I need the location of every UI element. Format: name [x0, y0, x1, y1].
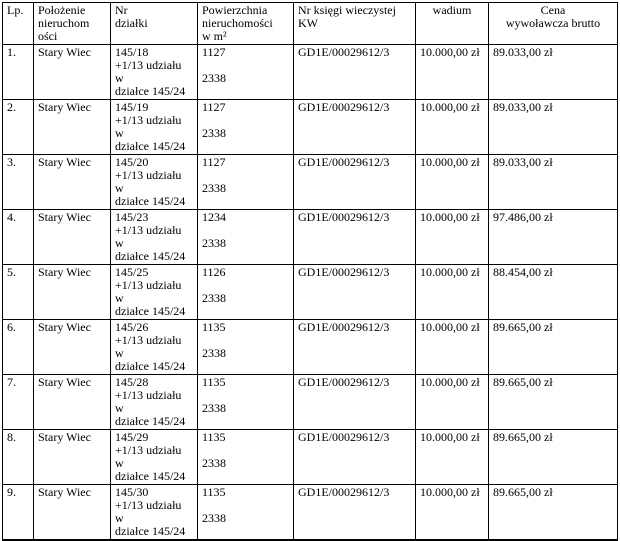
table-row: 9. Stary Wiec 145/30 +1/13 udziału w dzi…	[2, 484, 618, 541]
cell-location: Stary Wiec	[33, 99, 111, 155]
cell-price: 89.033,00 zł	[488, 154, 618, 210]
cell-price: 89.665,00 zł	[488, 484, 618, 541]
cell-lp: 9.	[2, 484, 34, 541]
cell-plot: 145/20 +1/13 udziału w działce 145/24	[110, 154, 198, 210]
cell-price: 89.665,00 zł	[488, 319, 618, 375]
table-row: 1. Stary Wiec 145/18 +1/13 udziału w dzi…	[2, 44, 618, 100]
header-kw: Nr księgi wieczystej KW	[293, 2, 416, 45]
cell-plot: 145/30 +1/13 udziału w działce 145/24	[110, 484, 198, 541]
header-plot: Nr działki	[110, 2, 198, 45]
cell-area: 1135 2338	[197, 429, 294, 485]
cell-kw: GD1E/00029612/3	[293, 99, 416, 155]
cell-price: 89.033,00 zł	[488, 99, 618, 155]
header-area: Powierzchnia nieruchomości w m²	[197, 2, 294, 45]
table-header-row: Lp. Położenie nieruchom ości Nr działki …	[2, 2, 618, 45]
cell-lp: 1.	[2, 44, 34, 100]
cell-wadium: 10.000,00 zł	[415, 319, 489, 375]
cell-kw: GD1E/00029612/3	[293, 44, 416, 100]
cell-price: 89.665,00 zł	[488, 374, 618, 430]
cell-area: 1127 2338	[197, 154, 294, 210]
cell-price: 97.486,00 zł	[488, 209, 618, 265]
cell-price: 88.454,00 zł	[488, 264, 618, 320]
cell-location: Stary Wiec	[33, 44, 111, 100]
cell-kw: GD1E/00029612/3	[293, 264, 416, 320]
cell-lp: 7.	[2, 374, 34, 430]
table-row: 8. Stary Wiec 145/29 +1/13 udziału w dzi…	[2, 429, 618, 485]
cell-area: 1127 2338	[197, 99, 294, 155]
cell-area: 1135 2338	[197, 319, 294, 375]
cell-area: 1135 2338	[197, 484, 294, 541]
table-body: 1. Stary Wiec 145/18 +1/13 udziału w dzi…	[2, 44, 618, 541]
cell-location: Stary Wiec	[33, 484, 111, 541]
cell-plot: 145/25 +1/13 udziału w działce 145/24	[110, 264, 198, 320]
cell-plot: 145/26 +1/13 udziału w działce 145/24	[110, 319, 198, 375]
header-price: Cena wywoławcza brutto	[488, 2, 618, 45]
cell-location: Stary Wiec	[33, 374, 111, 430]
cell-plot: 145/18 +1/13 udziału w działce 145/24	[110, 44, 198, 100]
cell-lp: 5.	[2, 264, 34, 320]
cell-lp: 4.	[2, 209, 34, 265]
cell-location: Stary Wiec	[33, 319, 111, 375]
cell-lp: 6.	[2, 319, 34, 375]
header-lp: Lp.	[2, 2, 34, 45]
cell-plot: 145/28 +1/13 udziału w działce 145/24	[110, 374, 198, 430]
cell-area: 1135 2338	[197, 374, 294, 430]
cell-wadium: 10.000,00 zł	[415, 484, 489, 541]
table-row: 6. Stary Wiec 145/26 +1/13 udziału w dzi…	[2, 319, 618, 375]
header-wadium: wadium	[415, 2, 489, 45]
cell-lp: 2.	[2, 99, 34, 155]
cell-area: 1126 2338	[197, 264, 294, 320]
cell-kw: GD1E/00029612/3	[293, 209, 416, 265]
cell-location: Stary Wiec	[33, 264, 111, 320]
cell-area: 1234 2338	[197, 209, 294, 265]
cell-area: 1127 2338	[197, 44, 294, 100]
cell-wadium: 10.000,00 zł	[415, 209, 489, 265]
cell-lp: 8.	[2, 429, 34, 485]
cell-wadium: 10.000,00 zł	[415, 154, 489, 210]
cell-price: 89.033,00 zł	[488, 44, 618, 100]
cell-price: 89.665,00 zł	[488, 429, 618, 485]
cell-plot: 145/23 +1/13 udziału w działce 145/24	[110, 209, 198, 265]
table-row: 3. Stary Wiec 145/20 +1/13 udziału w dzi…	[2, 154, 618, 210]
cell-location: Stary Wiec	[33, 209, 111, 265]
cell-kw: GD1E/00029612/3	[293, 319, 416, 375]
cell-lp: 3.	[2, 154, 34, 210]
cell-plot: 145/29 +1/13 udziału w działce 145/24	[110, 429, 198, 485]
cell-wadium: 10.000,00 zł	[415, 429, 489, 485]
cell-kw: GD1E/00029612/3	[293, 374, 416, 430]
header-location: Położenie nieruchom ości	[33, 2, 111, 45]
cell-wadium: 10.000,00 zł	[415, 44, 489, 100]
cell-wadium: 10.000,00 zł	[415, 374, 489, 430]
table-row: 5. Stary Wiec 145/25 +1/13 udziału w dzi…	[2, 264, 618, 320]
cell-kw: GD1E/00029612/3	[293, 484, 416, 541]
cell-wadium: 10.000,00 zł	[415, 264, 489, 320]
cell-location: Stary Wiec	[33, 154, 111, 210]
cell-kw: GD1E/00029612/3	[293, 154, 416, 210]
cell-plot: 145/19 +1/13 udziału w działce 145/24	[110, 99, 198, 155]
table-row: 2. Stary Wiec 145/19 +1/13 udziału w dzi…	[2, 99, 618, 155]
cell-location: Stary Wiec	[33, 429, 111, 485]
cell-kw: GD1E/00029612/3	[293, 429, 416, 485]
table-row: 7. Stary Wiec 145/28 +1/13 udziału w dzi…	[2, 374, 618, 430]
cell-wadium: 10.000,00 zł	[415, 99, 489, 155]
table-row: 4. Stary Wiec 145/23 +1/13 udziału w dzi…	[2, 209, 618, 265]
